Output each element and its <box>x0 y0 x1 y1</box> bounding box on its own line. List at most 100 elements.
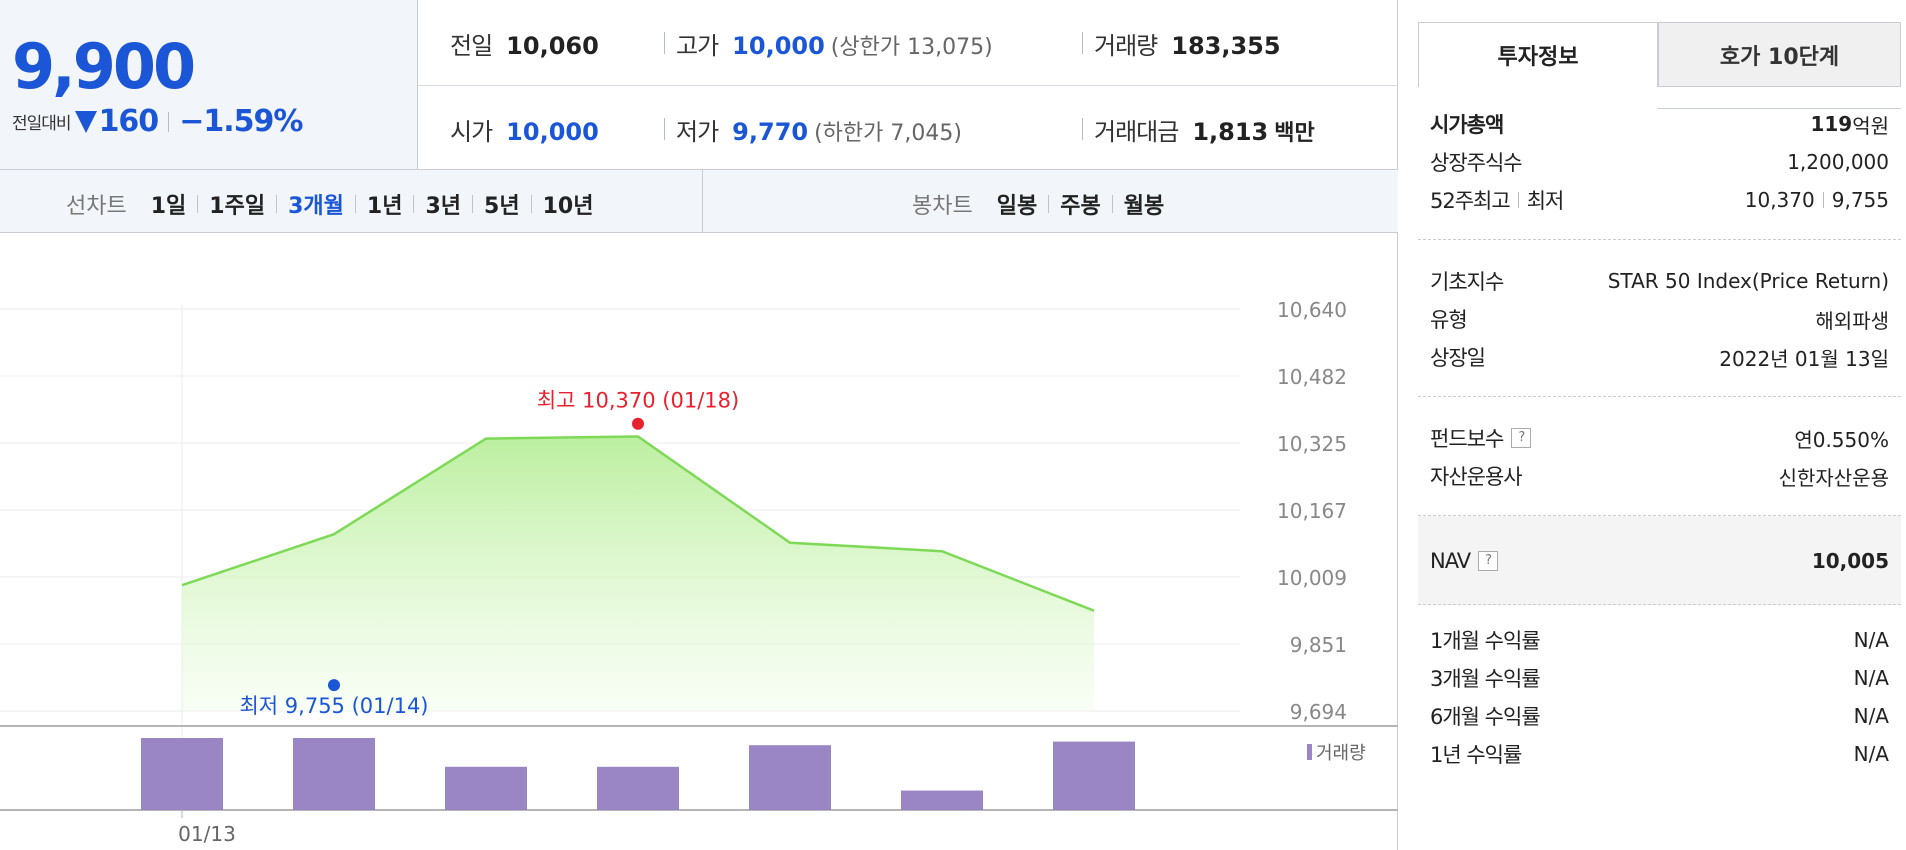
trade-value-unit: 백만 <box>1274 121 1315 146</box>
divider <box>276 195 278 213</box>
tab-daily-candle[interactable]: 일봉 <box>996 194 1038 219</box>
info-section-fund: 펀드보수? 연0.550% 자산운용사 신한자산운용 <box>1418 397 1901 516</box>
low-price: 저가 9,770 (하한가 7,045) <box>676 112 962 147</box>
tab-5year[interactable]: 5년 <box>484 194 520 219</box>
y-tick-label: 10,640 <box>1277 298 1347 322</box>
volume-bar <box>749 745 831 810</box>
52week-low: 9,755 <box>1831 188 1889 212</box>
line-chart-title: 선차트 <box>66 194 127 219</box>
tab-10year[interactable]: 10년 <box>542 194 594 219</box>
max-annotation: 최고 10,370 (01/18) <box>537 389 739 413</box>
tab-weekly-candle[interactable]: 주봉 <box>1060 194 1101 219</box>
nav-row: NAV? 10,005 <box>1430 542 1889 580</box>
divider <box>197 195 199 213</box>
manager-value: 신한자산운용 <box>1778 465 1889 490</box>
high-price: 고가 10,000 (상한가 13,075) <box>676 26 993 61</box>
high-label: 고가 <box>676 32 719 60</box>
low-label: 저가 <box>676 118 719 146</box>
price-chart: 10,640 10,482 10,325 10,167 10,009 9,851 9,694… <box>0 298 1398 846</box>
tab-investment-info[interactable]: 투자정보 <box>1418 22 1658 87</box>
divider <box>1822 192 1824 208</box>
y-tick-label: 10,009 <box>1277 566 1347 590</box>
divider <box>168 111 170 132</box>
divider <box>418 85 1398 86</box>
info-tabs: 투자정보 호가 10단계 <box>1418 22 1901 109</box>
market-cap: 119 억원 <box>1810 110 1889 139</box>
open-value: 10,000 <box>506 118 599 146</box>
tab-1week[interactable]: 1주일 <box>209 194 266 219</box>
index-value: STAR 50 Index(Price Return) <box>1607 269 1889 293</box>
divider <box>664 32 665 54</box>
tab-1day[interactable]: 1일 <box>150 194 187 219</box>
min-annotation: 최저 9,755 (01/14) <box>239 694 428 718</box>
chart-period-tabs: 선차트 1일 1주일 3개월 1년 3년 5년 10년 봉차트 일봉 주봉 월봉 <box>0 170 1398 233</box>
fee-label-text: 펀드보수 <box>1430 427 1504 451</box>
y-tick-label: 9,694 <box>1290 700 1347 724</box>
52week-high-label: 52주최고 <box>1430 189 1511 213</box>
down-arrow-icon <box>74 110 97 133</box>
prev-close-label: 전일 <box>450 32 493 60</box>
52week-label: 52주최고 최저 <box>1430 185 1565 215</box>
index-label: 기초지수 <box>1430 270 1504 294</box>
low-value: 9,770 <box>732 118 809 146</box>
52week-row: 52주최고 최저 10,370 9,755 <box>1430 181 1889 219</box>
info-panel: 투자정보 호가 10단계 시가총액 119 억원 상장주식수 1,200,000 … <box>1418 0 1906 850</box>
tab-3month[interactable]: 3개월 <box>288 194 344 219</box>
line-chart-tabs: 선차트 1일 1주일 3개월 1년 3년 5년 10년 <box>66 188 593 220</box>
manager-row: 자산운용사 신한자산운용 <box>1430 457 1889 495</box>
divider <box>413 195 415 213</box>
price-area <box>182 436 1094 711</box>
x-tick-label: 01/13 <box>178 822 236 846</box>
return-3m-value: N/A <box>1853 666 1889 690</box>
candle-chart-title: 봉차트 <box>912 194 973 219</box>
y-tick-label: 10,325 <box>1277 432 1347 456</box>
tab-order-book[interactable]: 호가 10단계 <box>1658 22 1901 87</box>
info-section-basic: 시가총액 119 억원 상장주식수 1,200,000 52주최고 최저 10,37… <box>1418 87 1901 240</box>
help-icon[interactable]: ? <box>1478 551 1499 571</box>
open-price: 시가 10,000 <box>450 112 599 147</box>
52week-high: 10,370 <box>1744 188 1815 212</box>
change-amount: 160 <box>98 104 160 139</box>
info-section-nav: NAV? 10,005 <box>1418 516 1901 605</box>
volume-bar <box>901 790 983 810</box>
volume-value: 183,355 <box>1171 32 1281 60</box>
tab-1year[interactable]: 1년 <box>366 194 403 219</box>
fee-label: 펀드보수? <box>1430 423 1532 453</box>
info-section-returns: 1개월 수익률 N/A 3개월 수익률 N/A 6개월 수익률 N/A 1년 수… <box>1418 605 1901 793</box>
tab-3year[interactable]: 3년 <box>425 194 462 219</box>
divider <box>530 195 532 213</box>
investment-info: 시가총액 119 억원 상장주식수 1,200,000 52주최고 최저 10,37… <box>1418 87 1901 793</box>
change-row: 전일대비 160 −1.59% <box>12 104 303 139</box>
y-tick-label: 9,851 <box>1290 633 1347 657</box>
divider <box>354 195 356 213</box>
divider <box>664 118 665 140</box>
prev-close-value: 10,060 <box>506 32 599 60</box>
trade-value-label: 거래대금 <box>1094 118 1179 146</box>
tab-monthly-candle[interactable]: 월봉 <box>1123 194 1165 219</box>
candle-chart-tabs: 봉차트 일봉 주봉 월봉 <box>912 188 1164 220</box>
change-label: 전일대비 <box>12 114 72 134</box>
current-price: 9,900 <box>12 30 196 103</box>
prev-close: 전일 10,060 <box>450 26 599 61</box>
52week-value: 10,370 9,755 <box>1745 188 1889 212</box>
fee-value: 연0.550% <box>1794 427 1889 452</box>
type-row: 유형 해외파생 <box>1430 300 1889 338</box>
volume-legend-swatch <box>1307 744 1312 760</box>
market-cap-label: 시가총액 <box>1430 113 1504 137</box>
shares-row: 상장주식수 1,200,000 <box>1430 143 1889 181</box>
price-summary: 9,900 전일대비 160 −1.59% <box>0 0 418 170</box>
52week-low-label: 최저 <box>1526 189 1565 213</box>
listing-label: 상장일 <box>1430 346 1486 370</box>
volume-bar <box>1053 741 1135 810</box>
volume-bar <box>141 738 223 810</box>
return-6m-row: 6개월 수익률 N/A <box>1430 697 1889 735</box>
divider <box>1082 118 1083 140</box>
max-point <box>632 417 644 430</box>
market-cap-value: 119 <box>1810 112 1853 136</box>
return-1y-label: 1년 수익률 <box>1430 743 1522 767</box>
return-1m-value: N/A <box>1853 628 1889 652</box>
manager-label: 자산운용사 <box>1430 465 1523 489</box>
return-3m-row: 3개월 수익률 N/A <box>1430 659 1889 697</box>
help-icon[interactable]: ? <box>1511 428 1532 448</box>
change-percent: −1.59% <box>179 104 303 139</box>
